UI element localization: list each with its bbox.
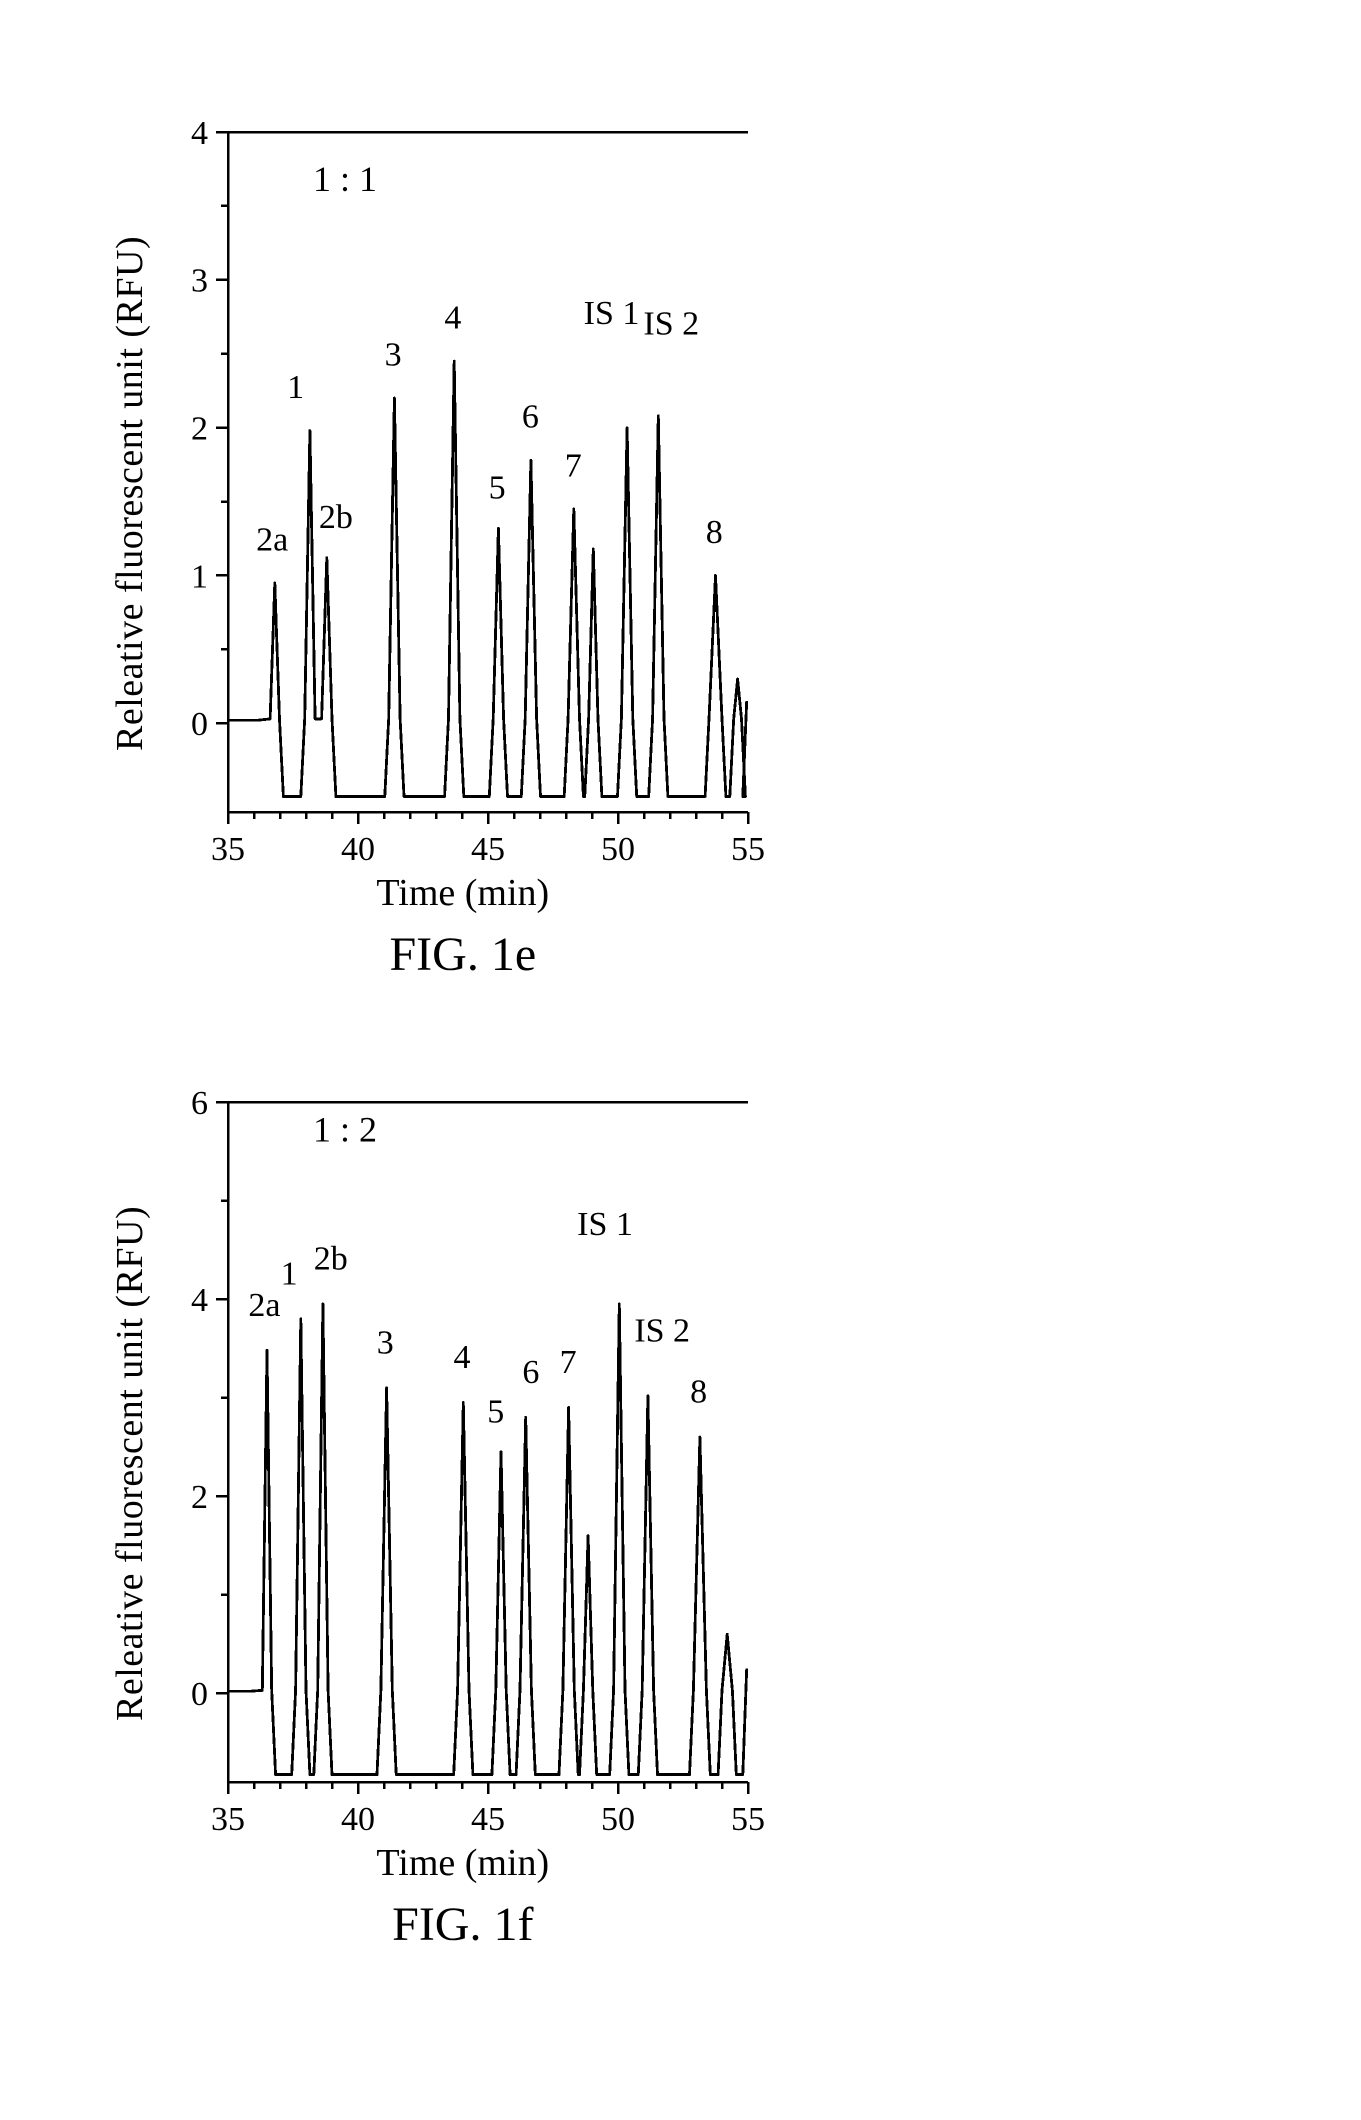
svg-text:IS 2: IS 2	[643, 306, 699, 343]
svg-text:4: 4	[191, 1282, 208, 1319]
panel-fig-1f: Releative fluorescent unit (RFU) 3540455…	[110, 1090, 768, 1952]
svg-text:1: 1	[287, 369, 304, 406]
panel-fig-1e: Releative fluorescent unit (RFU) 3540455…	[110, 120, 768, 982]
y-axis-label-e: Releative fluorescent unit (RFU)	[110, 120, 152, 867]
svg-text:1 : 1: 1 : 1	[313, 159, 377, 199]
svg-text:IS 1: IS 1	[583, 295, 639, 332]
chart-svg-wrap-e: 3540455055012342a12b34567IS 1IS 281 : 1	[158, 120, 768, 867]
svg-text:1: 1	[280, 1255, 297, 1292]
figure-caption-f: FIG. 1f	[392, 1897, 533, 1952]
svg-text:55: 55	[731, 831, 765, 867]
svg-text:5: 5	[488, 470, 505, 507]
svg-text:45: 45	[471, 1801, 505, 1837]
svg-text:8: 8	[690, 1374, 707, 1411]
svg-text:4: 4	[444, 300, 461, 337]
svg-text:2: 2	[191, 411, 208, 448]
svg-text:35: 35	[211, 1801, 245, 1837]
svg-text:35: 35	[211, 831, 245, 867]
svg-text:6: 6	[191, 1090, 208, 1122]
svg-text:4: 4	[191, 120, 208, 152]
svg-text:0: 0	[191, 706, 208, 743]
x-axis-label-f: Time (min)	[376, 1841, 549, 1885]
svg-text:40: 40	[341, 1801, 375, 1837]
y-axis-label-f: Releative fluorescent unit (RFU)	[110, 1090, 152, 1837]
svg-text:0: 0	[191, 1676, 208, 1713]
svg-text:7: 7	[565, 447, 582, 484]
svg-text:50: 50	[601, 831, 635, 867]
svg-text:5: 5	[487, 1393, 504, 1430]
svg-text:40: 40	[341, 831, 375, 867]
figure-caption-e: FIG. 1e	[389, 927, 536, 982]
svg-text:2a: 2a	[256, 521, 288, 558]
svg-text:6: 6	[522, 1354, 539, 1391]
svg-text:2: 2	[191, 1479, 208, 1516]
svg-text:8: 8	[705, 514, 722, 551]
svg-text:3: 3	[191, 263, 208, 300]
svg-text:3: 3	[377, 1324, 394, 1361]
svg-text:2a: 2a	[248, 1287, 280, 1324]
page: Releative fluorescent unit (RFU) 3540455…	[0, 0, 1361, 2120]
svg-text:2b: 2b	[319, 499, 353, 536]
svg-text:2b: 2b	[313, 1241, 347, 1278]
svg-text:4: 4	[453, 1339, 470, 1376]
svg-text:1: 1	[191, 558, 208, 595]
svg-text:7: 7	[559, 1344, 576, 1381]
svg-text:50: 50	[601, 1801, 635, 1837]
chart-column-f: 354045505502462a12b34567IS 1IS 281 : 2 T…	[158, 1090, 768, 1952]
svg-text:6: 6	[522, 399, 539, 436]
svg-text:3: 3	[384, 337, 401, 374]
chart-column-e: 3540455055012342a12b34567IS 1IS 281 : 1 …	[158, 120, 768, 982]
svg-text:45: 45	[471, 831, 505, 867]
chart-svg-wrap-f: 354045505502462a12b34567IS 1IS 281 : 2	[158, 1090, 768, 1837]
svg-text:55: 55	[731, 1801, 765, 1837]
x-axis-label-e: Time (min)	[376, 871, 549, 915]
chromatogram-f: 354045505502462a12b34567IS 1IS 281 : 2	[158, 1090, 768, 1837]
svg-text:1 : 2: 1 : 2	[313, 1109, 377, 1149]
chromatogram-e: 3540455055012342a12b34567IS 1IS 281 : 1	[158, 120, 768, 867]
svg-text:IS 1: IS 1	[577, 1206, 633, 1243]
svg-text:IS 2: IS 2	[634, 1312, 690, 1349]
